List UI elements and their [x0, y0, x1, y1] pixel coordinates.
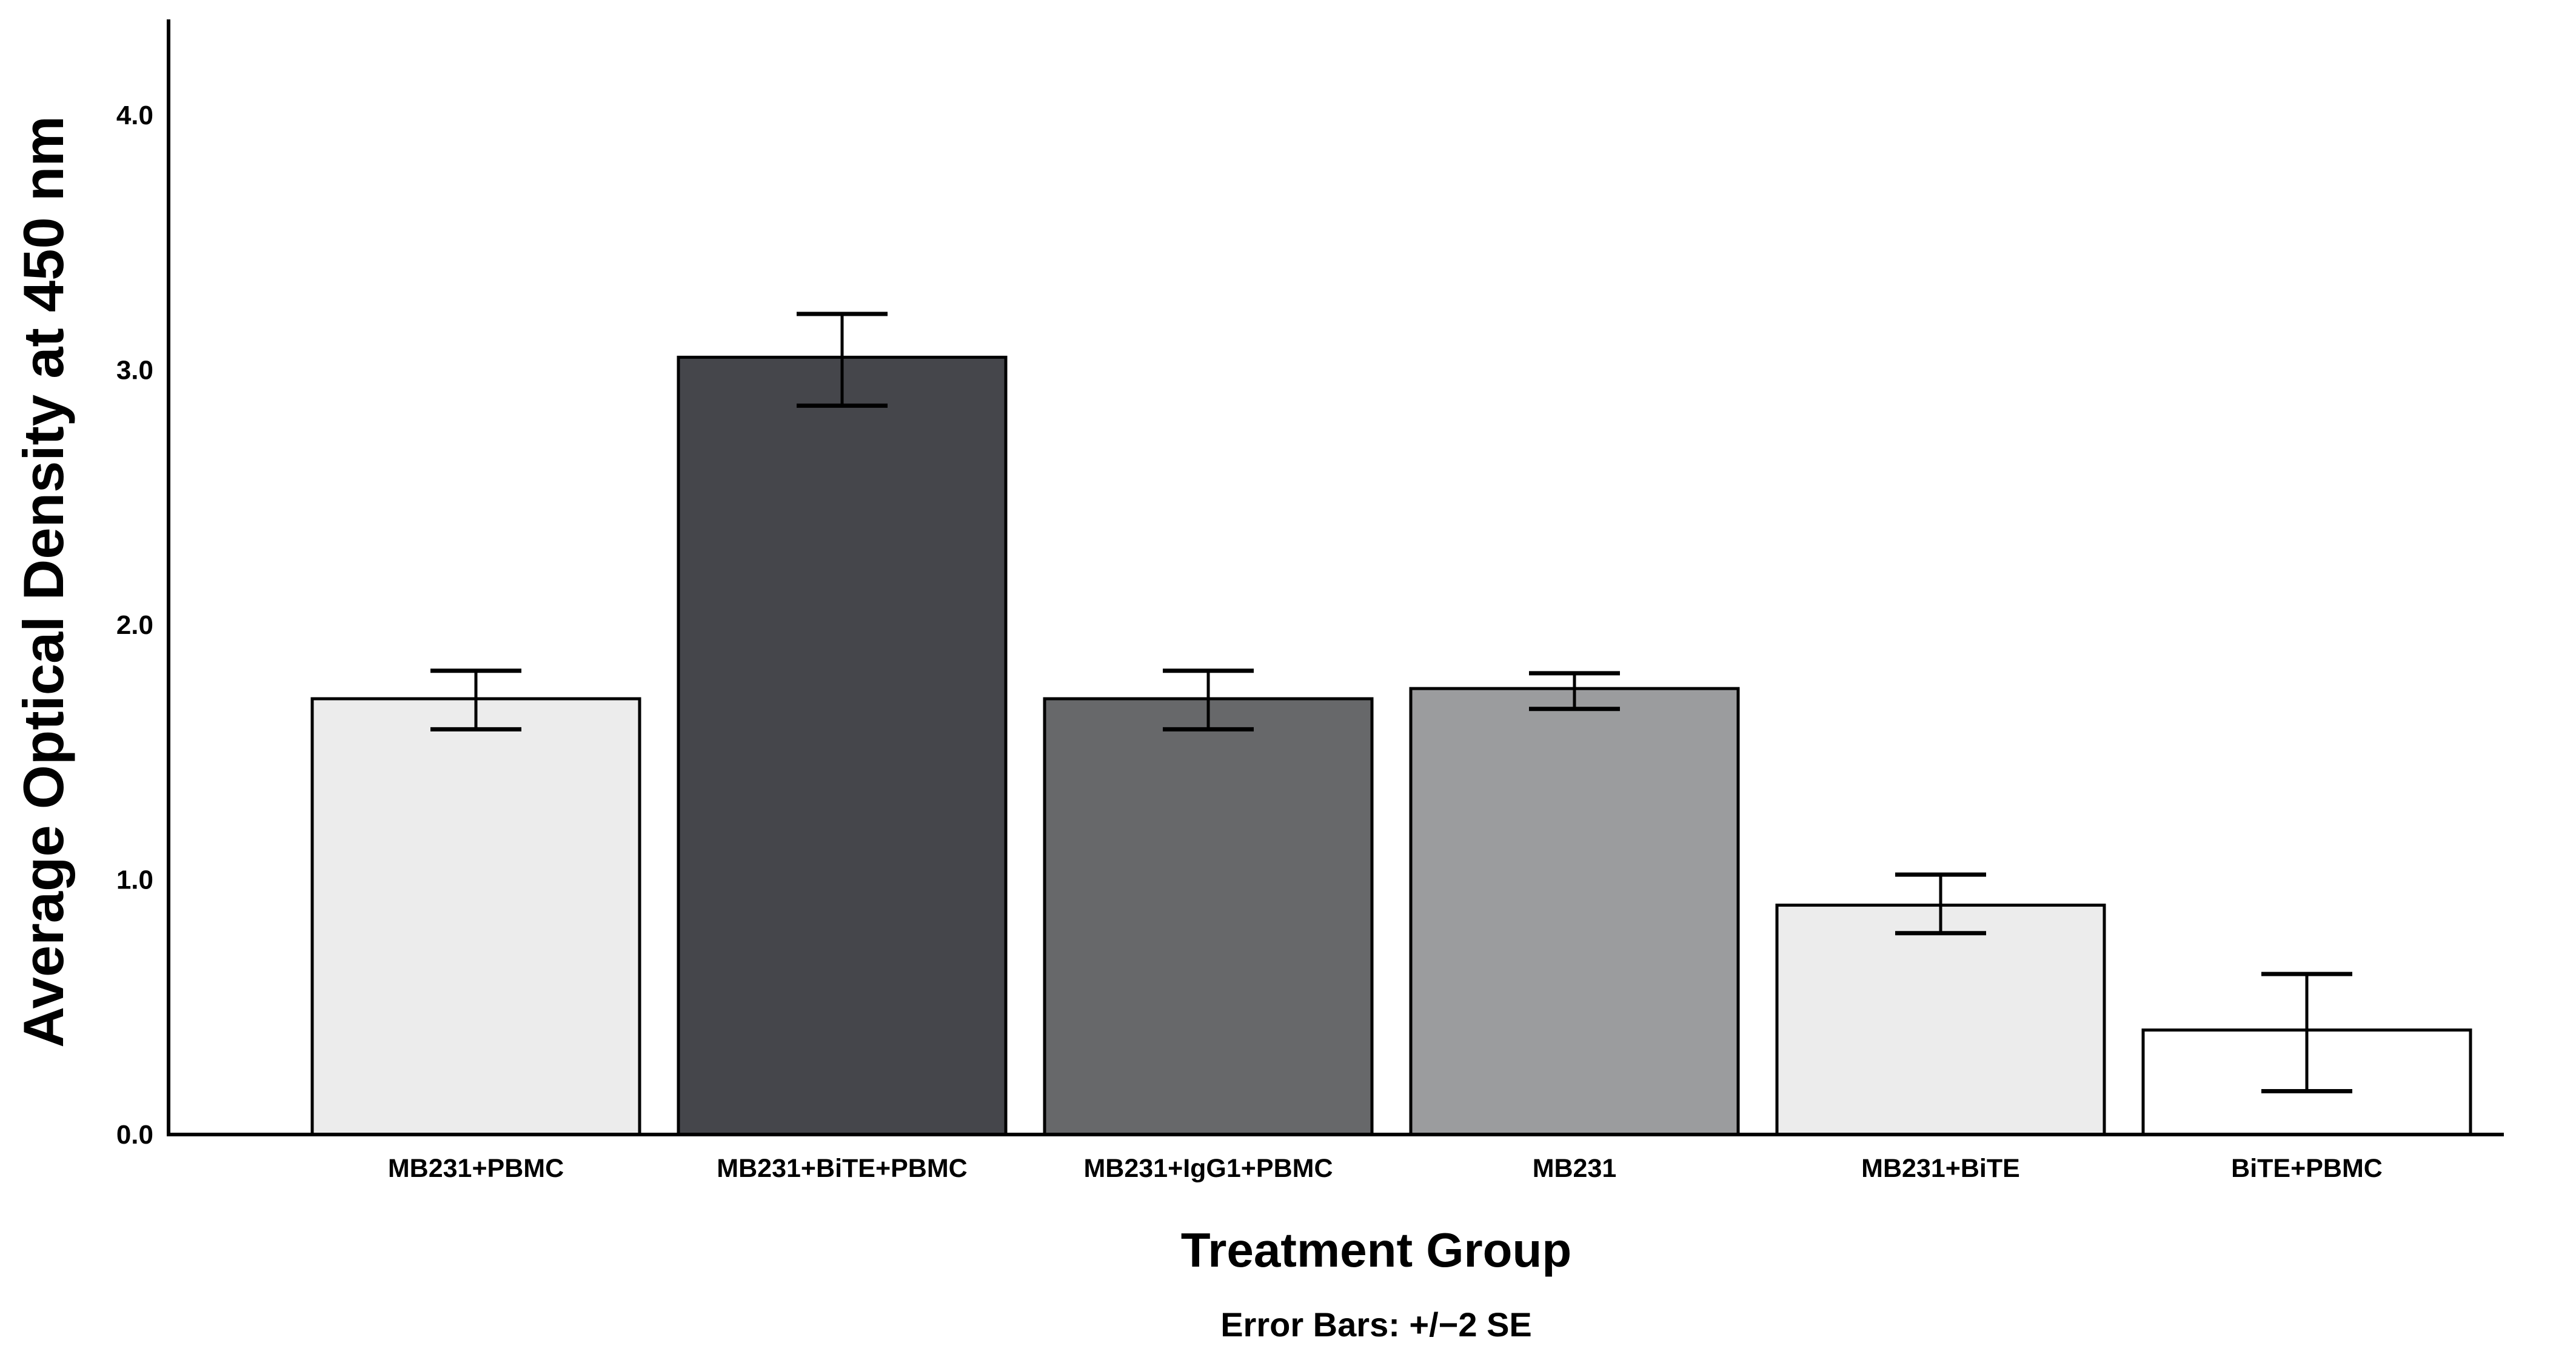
bar-1 [310, 697, 641, 1136]
x-tick-label: MB231+BiTE+PBMC [717, 1154, 967, 1183]
x-axis-title: Treatment Group [1181, 1223, 1572, 1277]
bar-5 [1775, 904, 2106, 1136]
x-tick-label: MB231 [1533, 1154, 1617, 1183]
error-bars-footnote: Error Bars: +/−2 SE [1220, 1305, 1532, 1344]
y-axis-title: Average Optical Density at 450 nm [12, 116, 75, 1048]
bar-3 [1043, 697, 1374, 1136]
y-tick-label: 3.0 [116, 356, 153, 385]
bar-2 [677, 355, 1008, 1136]
x-tick-label: MB231+BiTE [1861, 1154, 2020, 1183]
y-tick-label: 1.0 [116, 865, 153, 895]
x-tick-label: BiTE+PBMC [2231, 1154, 2383, 1183]
y-tick-label: 4.0 [116, 101, 153, 130]
x-tick-label: MB231+IgG1+PBMC [1083, 1154, 1333, 1183]
y-tick-label: 0.0 [116, 1120, 153, 1150]
x-tick-label: MB231+PBMC [388, 1154, 564, 1183]
y-tick-label: 2.0 [116, 610, 153, 640]
plot-area: 0.0 1.0 2.0 3.0 4.0 MB231+PBMC MB231+BiTE+PBMC… [116, 19, 2504, 1183]
bar-4 [1409, 687, 1740, 1136]
